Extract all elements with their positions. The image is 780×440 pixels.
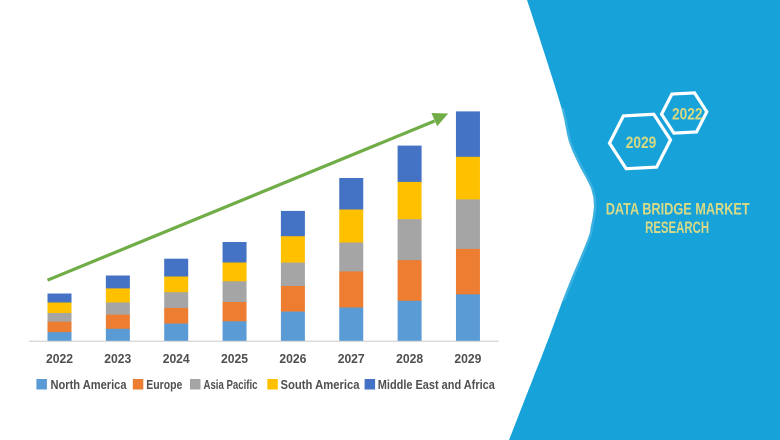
svg-text:2022: 2022 xyxy=(672,106,703,124)
svg-text:Asia Pacific: Asia Pacific xyxy=(204,377,258,392)
svg-text:2025: 2025 xyxy=(221,351,248,366)
svg-text:2023: 2023 xyxy=(104,351,131,366)
svg-text:DATA BRIDGE MARKET: DATA BRIDGE MARKET xyxy=(606,201,750,219)
svg-text:2029: 2029 xyxy=(454,351,481,366)
svg-text:2028: 2028 xyxy=(396,351,423,366)
svg-text:North America: North America xyxy=(51,377,128,392)
svg-text:RESEARCH: RESEARCH xyxy=(645,219,709,237)
svg-text:2024: 2024 xyxy=(163,351,191,366)
svg-text:South America: South America xyxy=(281,377,361,392)
svg-text:2029: 2029 xyxy=(626,134,657,152)
svg-text:Europe: Europe xyxy=(146,377,182,392)
svg-text:Middle East and Africa: Middle East and Africa xyxy=(378,377,496,392)
svg-text:2027: 2027 xyxy=(338,351,365,366)
svg-text:2026: 2026 xyxy=(279,351,306,366)
svg-text:2022: 2022 xyxy=(46,351,73,366)
